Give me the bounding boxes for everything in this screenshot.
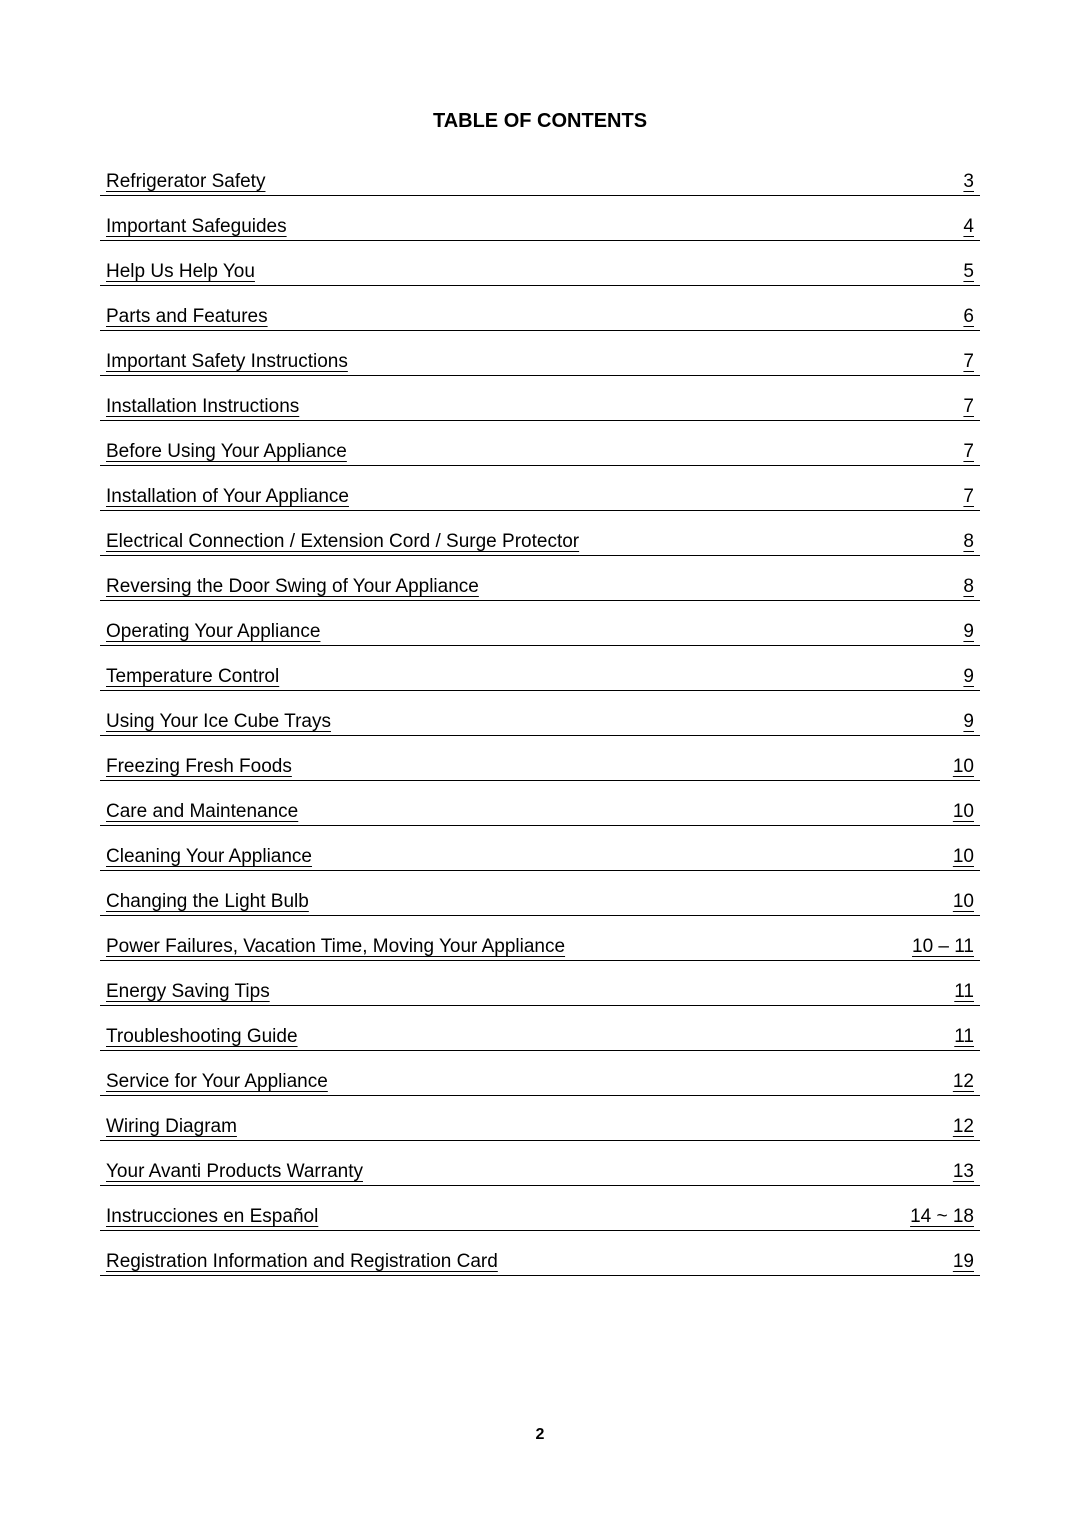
toc-entry: Changing the Light Bulb 10 (100, 891, 980, 916)
toc-entry-label: Parts and Features (100, 306, 268, 328)
toc-entry-label: Help Us Help You (100, 261, 255, 283)
toc-entry: Power Failures, Vacation Time, Moving Yo… (100, 936, 980, 961)
toc-entry-page: 9 (951, 666, 980, 688)
toc-entry: Help Us Help You 5 (100, 261, 980, 286)
toc-entry: Important Safety Instructions 7 (100, 351, 980, 376)
toc-entry: Service for Your Appliance 12 (100, 1071, 980, 1096)
toc-entry: Important Safeguides 4 (100, 216, 980, 241)
toc-entry-page: 8 (951, 576, 980, 598)
toc-entry-page: 10 (941, 756, 980, 778)
toc-entry-page: 14 ~ 18 (898, 1206, 980, 1228)
toc-entry: Your Avanti Products Warranty 13 (100, 1161, 980, 1186)
toc-entry-label: Important Safety Instructions (100, 351, 348, 373)
toc-entry-label: Changing the Light Bulb (100, 891, 309, 913)
page-container: TABLE OF CONTENTS Refrigerator Safety 3 Im… (0, 0, 1080, 1276)
toc-entry: Installation Instructions 7 (100, 396, 980, 421)
toc-entry-page: 4 (951, 216, 980, 238)
page-number: 2 (0, 1426, 1080, 1444)
toc-entry: Registration Information and Registratio… (100, 1251, 980, 1276)
toc-entry-page: 13 (941, 1161, 980, 1183)
toc-entry: Reversing the Door Swing of Your Applian… (100, 576, 980, 601)
toc-entry-label: Refrigerator Safety (100, 171, 265, 193)
toc-entry: Cleaning Your Appliance 10 (100, 846, 980, 871)
toc-entry-page: 7 (951, 351, 980, 373)
toc-entry: Troubleshooting Guide 11 (100, 1026, 980, 1051)
toc-entry-page: 9 (951, 621, 980, 643)
toc-entry-label: Electrical Connection / Extension Cord /… (100, 531, 579, 553)
toc-entry-page: 19 (941, 1251, 980, 1273)
toc-entry: Care and Maintenance 10 (100, 801, 980, 826)
toc-entry: Parts and Features 6 (100, 306, 980, 331)
toc-entry-label: Using Your Ice Cube Trays (100, 711, 331, 733)
toc-entry-label: Before Using Your Appliance (100, 441, 347, 463)
toc-entry: Operating Your Appliance 9 (100, 621, 980, 646)
toc-entry: Before Using Your Appliance 7 (100, 441, 980, 466)
toc-entry-page: 11 (942, 981, 980, 1003)
toc-entry-label: Wiring Diagram (100, 1116, 237, 1138)
toc-entry-label: Reversing the Door Swing of Your Applian… (100, 576, 479, 598)
toc-title: TABLE OF CONTENTS (100, 110, 980, 133)
toc-entry: Using Your Ice Cube Trays 9 (100, 711, 980, 736)
toc-entry: Freezing Fresh Foods 10 (100, 756, 980, 781)
toc-entry-label: Cleaning Your Appliance (100, 846, 312, 868)
toc-entry-page: 12 (941, 1071, 980, 1093)
toc-entry-label: Service for Your Appliance (100, 1071, 328, 1093)
toc-entry-label: Installation Instructions (100, 396, 299, 418)
toc-entry-label: Important Safeguides (100, 216, 287, 238)
toc-entry: Wiring Diagram 12 (100, 1116, 980, 1141)
toc-entry-page: 5 (951, 261, 980, 283)
toc-entry-page: 11 (942, 1026, 980, 1048)
toc-entry-page: 10 – 11 (900, 936, 980, 958)
toc-entry-page: 7 (951, 441, 980, 463)
toc-entry-label: Your Avanti Products Warranty (100, 1161, 363, 1183)
toc-entry-label: Temperature Control (100, 666, 279, 688)
toc-entry: Electrical Connection / Extension Cord /… (100, 531, 980, 556)
toc-entry-page: 9 (951, 711, 980, 733)
toc-entry: Refrigerator Safety 3 (100, 171, 980, 196)
toc-list: Refrigerator Safety 3 Important Safeguides… (100, 171, 980, 1276)
toc-entry: Installation of Your Appliance 7 (100, 486, 980, 511)
toc-entry-label: Care and Maintenance (100, 801, 298, 823)
toc-entry-page: 8 (951, 531, 980, 553)
toc-entry-label: Freezing Fresh Foods (100, 756, 292, 778)
toc-entry-page: 7 (951, 486, 980, 508)
toc-entry-label: Operating Your Appliance (100, 621, 320, 643)
toc-entry-label: Troubleshooting Guide (100, 1026, 298, 1048)
toc-entry-page: 10 (941, 846, 980, 868)
toc-entry-label: Energy Saving Tips (100, 981, 270, 1003)
toc-entry-label: Instrucciones en Español (100, 1206, 318, 1228)
toc-entry-label: Registration Information and Registratio… (100, 1251, 498, 1273)
toc-entry: Energy Saving Tips 11 (100, 981, 980, 1006)
toc-entry-label: Installation of Your Appliance (100, 486, 349, 508)
toc-entry-page: 6 (951, 306, 980, 328)
toc-entry-page: 7 (951, 396, 980, 418)
toc-entry-label: Power Failures, Vacation Time, Moving Yo… (100, 936, 565, 958)
toc-entry-page: 12 (941, 1116, 980, 1138)
toc-entry-page: 3 (951, 171, 980, 193)
toc-entry: Instrucciones en Español 14 ~ 18 (100, 1206, 980, 1231)
toc-entry: Temperature Control 9 (100, 666, 980, 691)
toc-entry-page: 10 (941, 891, 980, 913)
toc-entry-page: 10 (941, 801, 980, 823)
